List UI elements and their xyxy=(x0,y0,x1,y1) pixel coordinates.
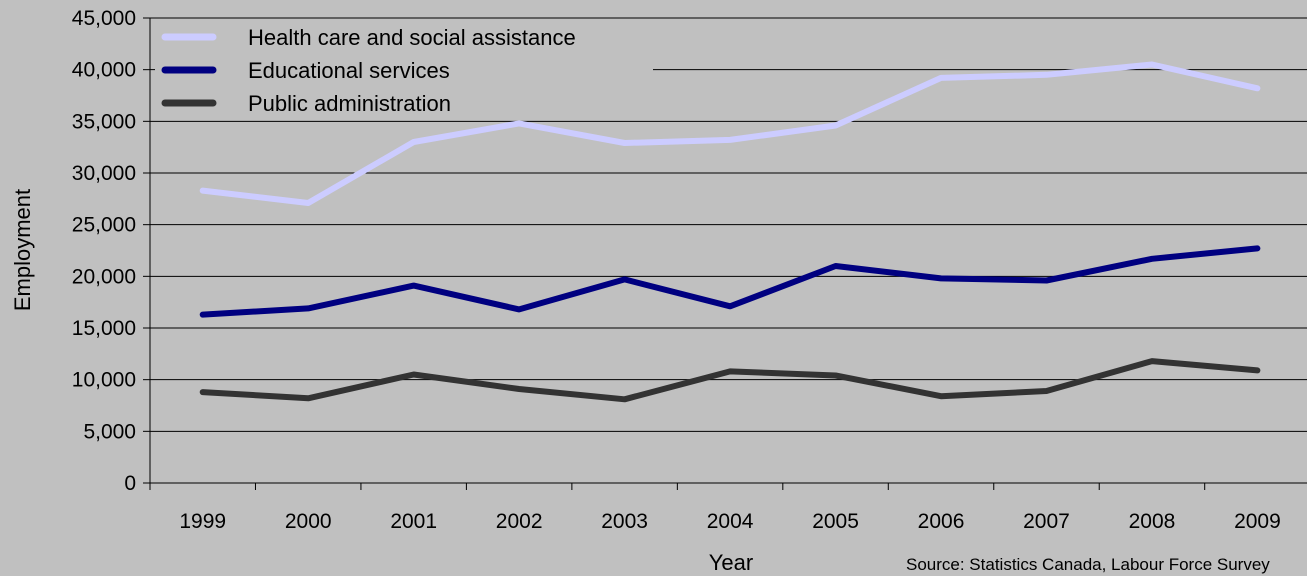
x-tick-label: 2001 xyxy=(390,510,437,533)
legend-label: Educational services xyxy=(248,58,450,83)
y-tick-label: 20,000 xyxy=(72,265,136,288)
y-tick-label: 40,000 xyxy=(72,59,136,82)
y-tick-label: 25,000 xyxy=(72,214,136,237)
series-lines xyxy=(199,61,1261,403)
y-tick-label: 35,000 xyxy=(72,110,136,133)
y-axis-ticks: 0 5,000 10,000 15,000 20,000 25,000 30,000 35,0… xyxy=(72,7,150,495)
x-tick-label: 2006 xyxy=(918,510,965,533)
x-tick-label: 2007 xyxy=(1023,510,1070,533)
legend: Health care and social assistance Educati… xyxy=(155,20,653,118)
y-axis-title: Employment xyxy=(10,189,35,311)
x-axis-ticks: 1999 2000 2001 2002 2003 2004 2005 2006 2007 2008… xyxy=(149,483,1281,533)
x-tick-label: 2002 xyxy=(496,510,543,533)
x-axis-title: Year xyxy=(709,550,753,575)
y-tick-label: 45,000 xyxy=(72,7,136,30)
legend-box xyxy=(155,20,653,118)
x-tick-label: 2005 xyxy=(812,510,859,533)
y-tick-label: 15,000 xyxy=(72,317,136,340)
x-tick-label: 2000 xyxy=(285,510,332,533)
x-tick-label: 2004 xyxy=(707,510,754,533)
x-tick-label: 2009 xyxy=(1234,510,1281,533)
legend-label: Health care and social assistance xyxy=(248,25,576,50)
x-tick-label: 1999 xyxy=(179,510,226,533)
axes xyxy=(149,18,1307,484)
source-note: Source: Statistics Canada, Labour Force … xyxy=(906,555,1270,574)
y-tick-label: 0 xyxy=(124,472,136,495)
x-tick-label: 2008 xyxy=(1129,510,1176,533)
legend-label: Public administration xyxy=(248,91,451,116)
x-tick-label: 2003 xyxy=(601,510,648,533)
y-tick-label: 10,000 xyxy=(72,369,136,392)
y-tick-label: 30,000 xyxy=(72,162,136,185)
y-tick-label: 5,000 xyxy=(83,420,136,443)
